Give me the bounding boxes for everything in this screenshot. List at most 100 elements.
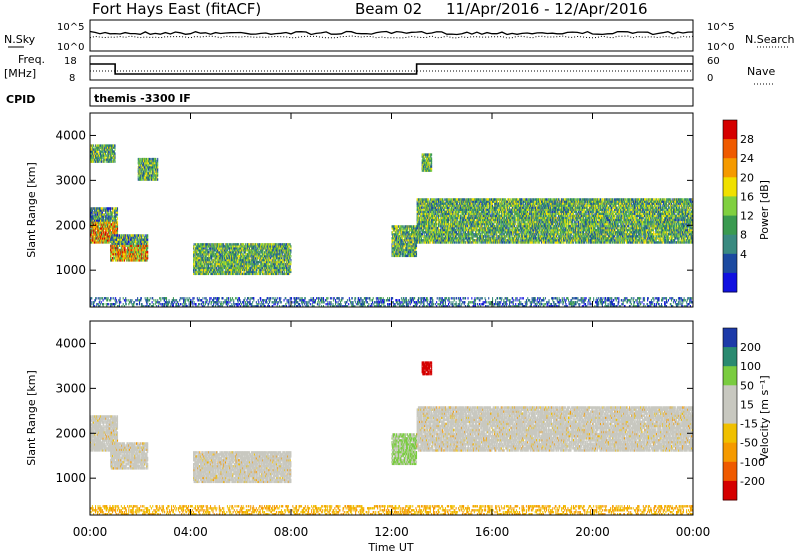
heatmap-cell [144,259,146,262]
heatmap-cell [226,264,228,268]
heatmap-cell [210,272,212,276]
heatmap-cell [203,272,205,276]
heatmap-cell [214,257,216,260]
heatmap-cell [198,245,200,248]
heatmap-cell [93,215,95,218]
heatmap-cell [103,217,105,220]
heatmap-cell [216,262,218,266]
heatmap-cell [130,248,132,252]
heatmap-cell [133,248,135,252]
heatmap-cell [112,238,114,241]
heatmap-cell [130,236,132,239]
heatmap-cell [211,247,213,250]
heatmap-cell [213,262,215,266]
heatmap-cell [151,157,153,161]
heatmap-cell [199,270,201,274]
heatmap-cell [119,248,121,252]
heatmap-cell [127,257,129,260]
heatmap-cell [215,264,217,268]
heatmap-cell [98,231,100,234]
heatmap-cell [205,272,207,276]
heatmap-cell [109,215,111,218]
heatmap-cell [133,259,135,262]
heatmap-cell [103,223,105,226]
heatmap-cell [116,257,118,260]
heatmap-cell [196,272,198,276]
heatmap-cell [144,252,146,256]
heatmap-cell [130,240,132,243]
heatmap-cell [107,217,109,220]
heatmap-cell [100,209,102,212]
heatmap-cell [225,257,227,260]
heatmap-cell [105,239,107,242]
heatmap-cell [128,255,130,258]
heatmap-cell [153,162,155,165]
heatmap-cell [101,207,103,210]
heatmap-cell [100,231,102,234]
heatmap-cell [108,241,110,244]
heatmap-cell [117,207,119,210]
heatmap-cell [146,172,148,175]
heatmap-cell [204,272,206,276]
heatmap-cell [135,242,137,245]
heatmap-cell [119,242,121,245]
heatmap-cell [203,257,205,260]
heatmap-cell [207,272,209,276]
heatmap-cell [132,252,134,256]
heatmap-cell [95,241,97,244]
heatmap-cell [207,249,209,252]
heatmap-cell [154,159,156,163]
heatmap-cell [111,150,113,153]
heatmap-cell [98,154,100,157]
heatmap-cell [92,213,94,216]
heatmap-cell [225,255,227,258]
heatmap-cell [290,245,292,248]
heatmap-cell [94,211,96,214]
heatmap-cell [225,268,227,272]
heatmap-cell [221,243,223,246]
heatmap-cell [226,253,228,256]
heatmap-cell [154,166,156,169]
heatmap-cell [226,270,228,274]
heatmap-cell [140,248,142,252]
heatmap-cell [105,207,107,210]
heatmap-cell [113,244,115,248]
heatmap-cell [121,236,123,239]
heatmap-cell [143,257,145,260]
heatmap-cell [143,157,145,161]
heatmap-cell [197,272,199,276]
heatmap-cell [219,262,221,266]
heatmap-cell [196,264,198,268]
heatmap-cell [225,243,227,246]
heatmap-cell [110,154,112,157]
heatmap-cell [147,172,149,175]
heatmap-cell [145,238,147,241]
heatmap-cell [201,260,203,264]
heatmap-cell [103,215,105,218]
heatmap-cell [118,255,120,258]
heatmap-cell [225,258,227,262]
heatmap-cell [107,158,109,161]
heatmap-cell [219,257,221,260]
heatmap-cell [193,266,195,270]
heatmap-cell [102,225,104,228]
heatmap-cell [208,257,210,260]
heatmap-cell [218,264,220,268]
heatmap-cell [139,166,141,169]
heatmap-cell [201,247,203,250]
heatmap-cell [105,209,107,212]
heatmap-cell [127,238,129,241]
heatmap-cell [124,248,126,252]
heatmap-cell [90,231,92,234]
heatmap-cell [157,170,159,173]
heatmap-cell [223,264,225,268]
heatmap-cell [221,247,223,250]
heatmap-cell [113,152,115,155]
heatmap-cell [96,217,98,220]
heatmap-cell [220,245,222,248]
heatmap-cell [91,215,93,218]
heatmap-cell [104,148,106,151]
heatmap-cell [146,159,148,163]
heatmap-cell [143,248,145,252]
heatmap-cell [98,235,100,238]
